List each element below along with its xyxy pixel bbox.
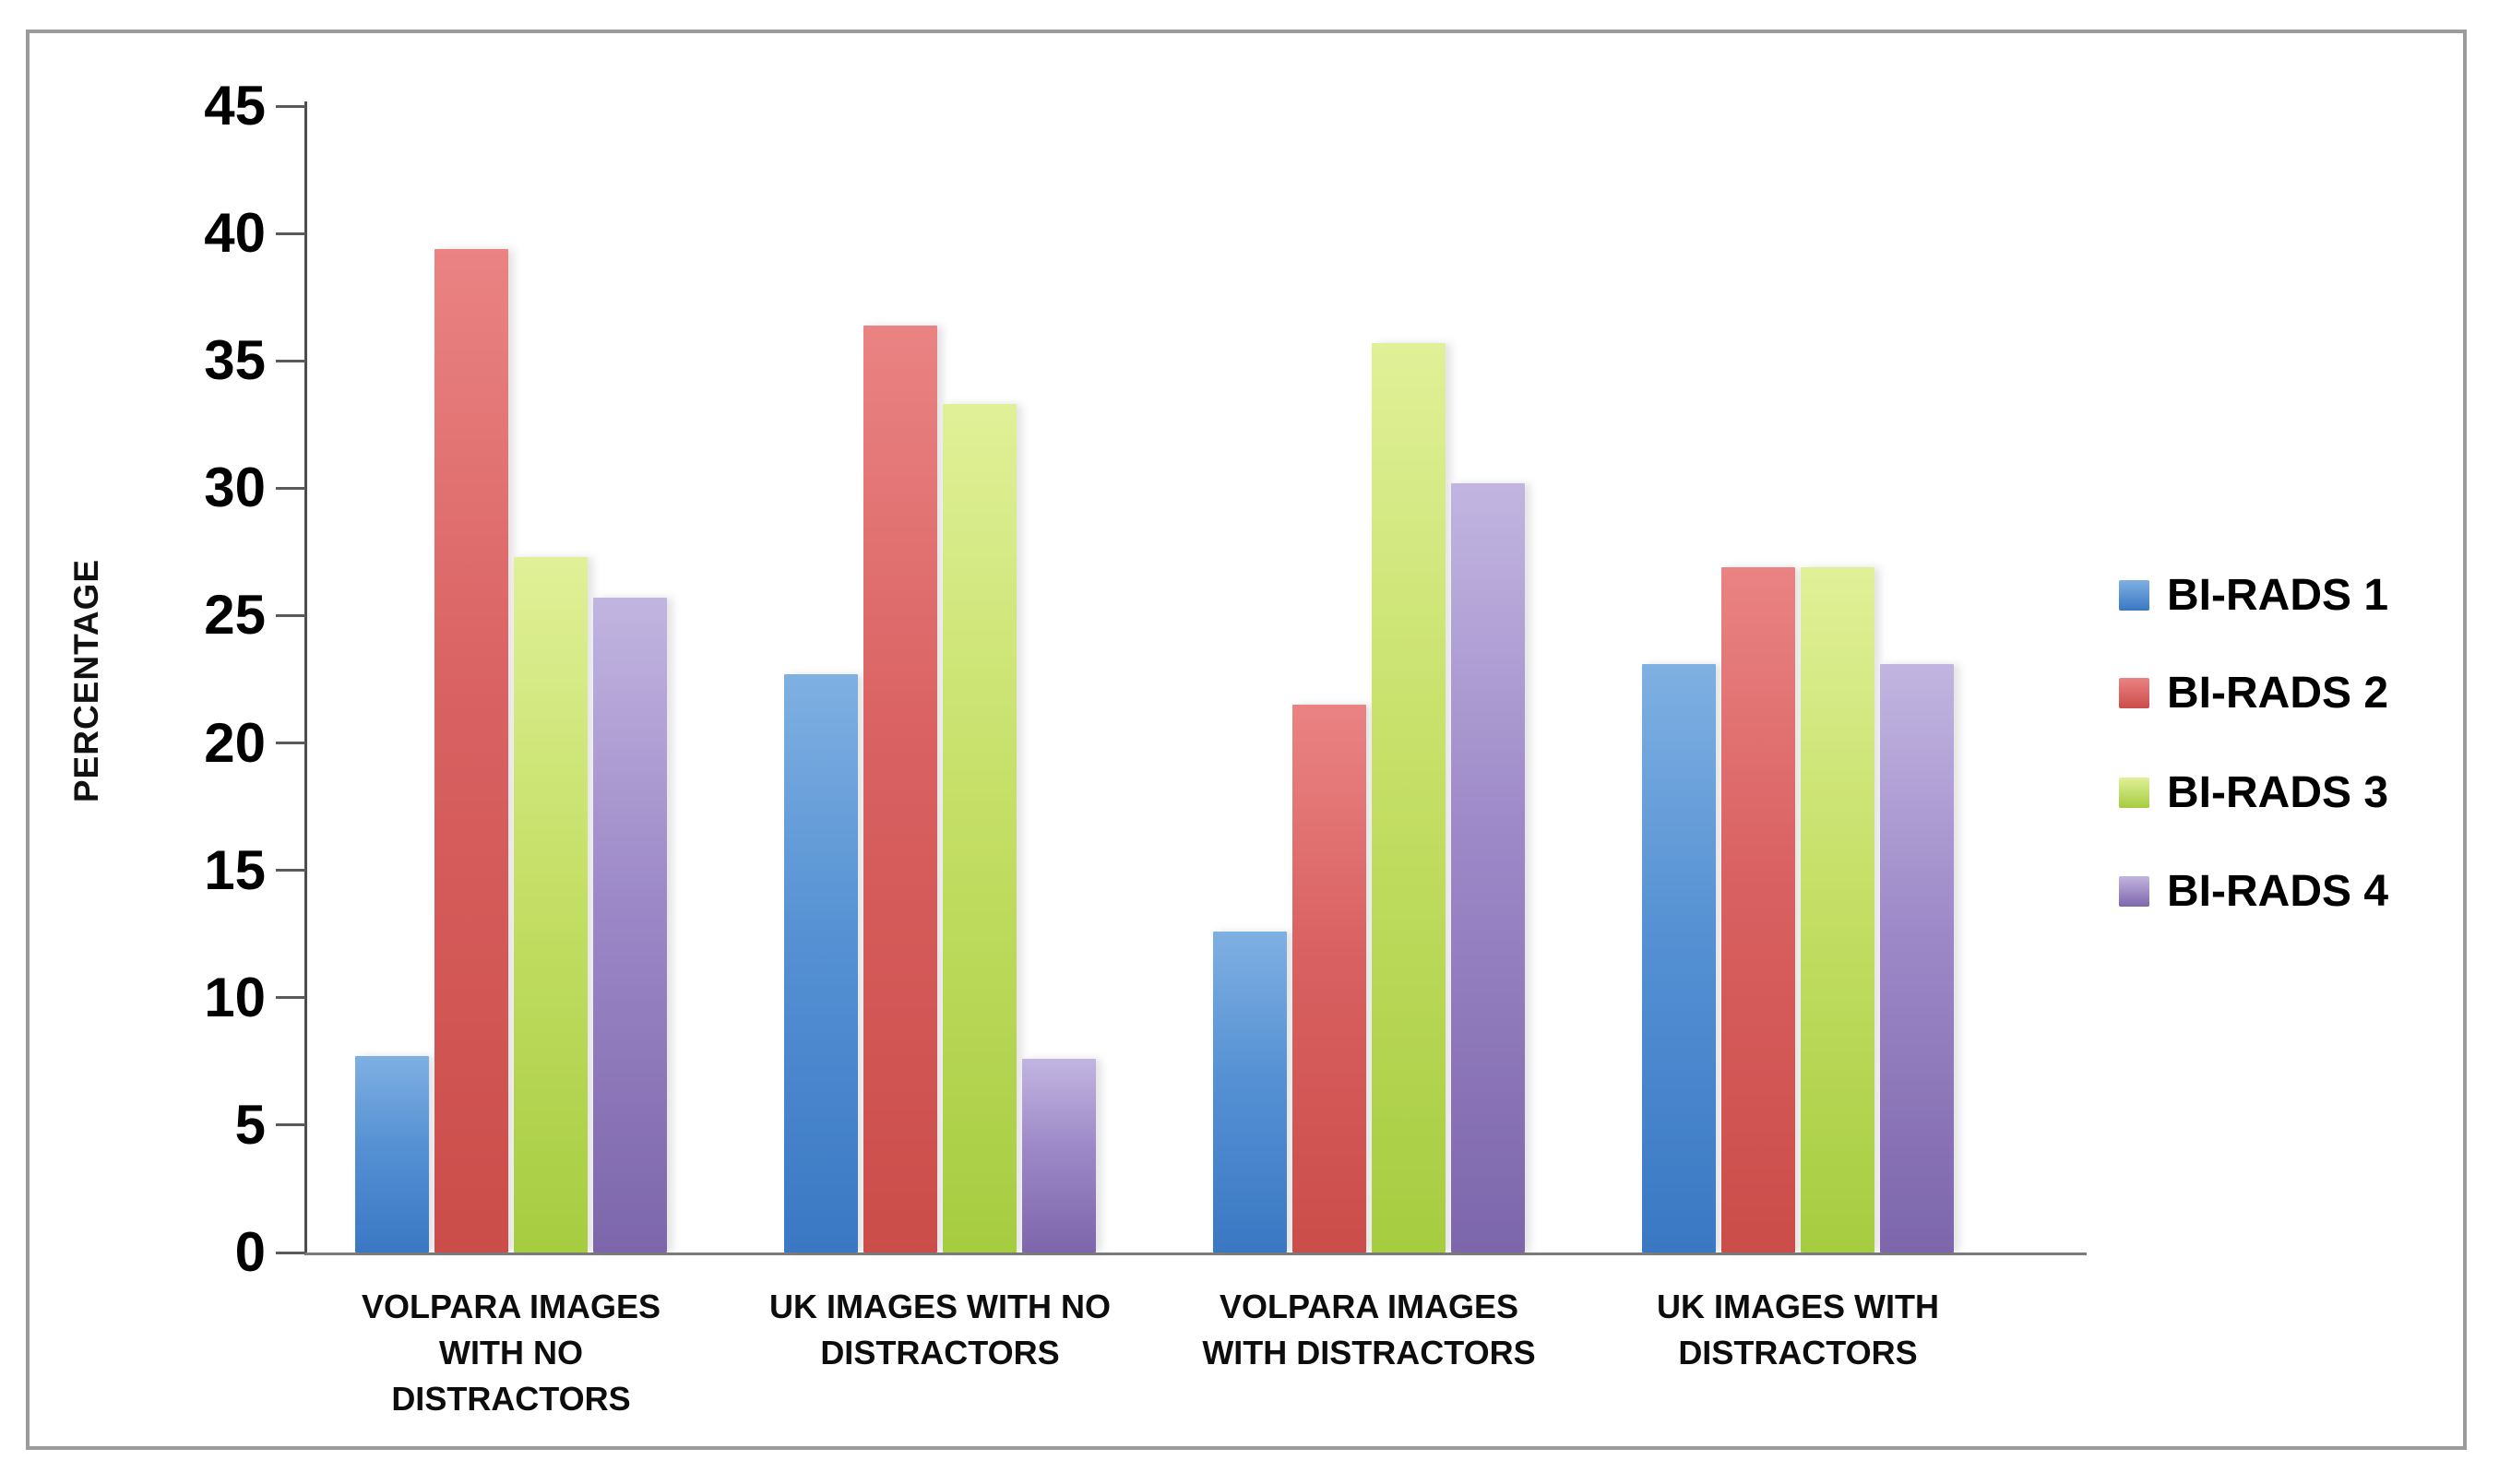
- y-tick-mark: [276, 1251, 305, 1254]
- bar-birads4-group1: [593, 598, 667, 1252]
- category-label-line: DISTRACTORS: [1678, 1334, 1918, 1371]
- bar-birads2-group4: [1721, 566, 1795, 1252]
- category-label-line: DISTRACTORS: [820, 1334, 1060, 1371]
- category-label-line: DISTRACTORS: [391, 1380, 631, 1418]
- bar-birads2-group1: [434, 248, 508, 1252]
- category-label-line: VOLPARA IMAGES: [1219, 1288, 1519, 1325]
- legend-swatch-icon: [2119, 580, 2149, 611]
- y-axis-title: PERCENTAGE: [67, 558, 105, 803]
- y-tick-mark: [276, 232, 305, 235]
- y-tick-label: 45: [204, 75, 266, 137]
- category-label-group3: VOLPARA IMAGES WITH DISTRACTORS: [1138, 1284, 1600, 1376]
- legend-label: BI-RADS 3: [2167, 768, 2389, 817]
- category-label-group4: UK IMAGES WITH DISTRACTORS: [1567, 1284, 2029, 1376]
- bar-birads3-group1: [514, 556, 588, 1252]
- bar-birads2-group3: [1292, 705, 1366, 1252]
- y-tick-label: 15: [204, 838, 266, 901]
- bar-birads3-group3: [1372, 342, 1446, 1252]
- legend-label: BI-RADS 4: [2167, 867, 2389, 916]
- bar-birads2-group2: [863, 325, 937, 1252]
- category-label-group2: UK IMAGES WITH NO DISTRACTORS: [709, 1284, 1171, 1376]
- y-tick-label: 30: [204, 457, 266, 519]
- bar-birads1-group4: [1642, 663, 1716, 1252]
- y-tick-mark: [276, 742, 305, 745]
- y-tick-label: 10: [204, 966, 266, 1028]
- bar-birads1-group2: [784, 673, 858, 1252]
- x-axis-line: [304, 1252, 2087, 1255]
- category-label-group1: VOLPARA IMAGES WITH NO DISTRACTORS: [280, 1284, 742, 1422]
- y-tick-mark: [276, 996, 305, 1000]
- category-label-line: UK IMAGES WITH NO: [769, 1288, 1111, 1325]
- legend-swatch-icon: [2119, 678, 2149, 708]
- y-tick-mark: [276, 486, 305, 490]
- y-tick-label: 5: [234, 1093, 266, 1156]
- legend-label: BI-RADS 1: [2167, 571, 2389, 620]
- legend-swatch-icon: [2119, 778, 2149, 808]
- y-axis-line: [304, 101, 307, 1255]
- bar-birads1-group3: [1213, 931, 1287, 1252]
- bar-birads4-group4: [1880, 663, 1954, 1252]
- y-tick-mark: [276, 869, 305, 873]
- bar-birads4-group2: [1022, 1059, 1096, 1252]
- y-tick-label: 40: [204, 202, 266, 265]
- bar-birads3-group2: [943, 404, 1017, 1252]
- y-tick-mark: [276, 104, 305, 108]
- legend-label: BI-RADS 2: [2167, 669, 2389, 718]
- y-tick-label: 35: [204, 329, 266, 392]
- y-tick-label: 25: [204, 584, 266, 647]
- category-label-line: WITH NO: [439, 1334, 583, 1371]
- category-label-line: WITH DISTRACTORS: [1202, 1334, 1536, 1371]
- bar-birads3-group4: [1801, 566, 1874, 1252]
- y-tick-mark: [276, 613, 305, 617]
- bar-birads4-group3: [1451, 482, 1525, 1252]
- category-label-line: UK IMAGES WITH: [1657, 1288, 1939, 1325]
- category-label-line: VOLPARA IMAGES: [361, 1288, 661, 1325]
- bar-birads1-group1: [355, 1056, 429, 1252]
- legend-swatch-icon: [2119, 876, 2149, 907]
- y-tick-label: 0: [234, 1221, 266, 1283]
- y-tick-label: 20: [204, 711, 266, 774]
- y-tick-mark: [276, 1123, 305, 1127]
- y-tick-mark: [276, 359, 305, 362]
